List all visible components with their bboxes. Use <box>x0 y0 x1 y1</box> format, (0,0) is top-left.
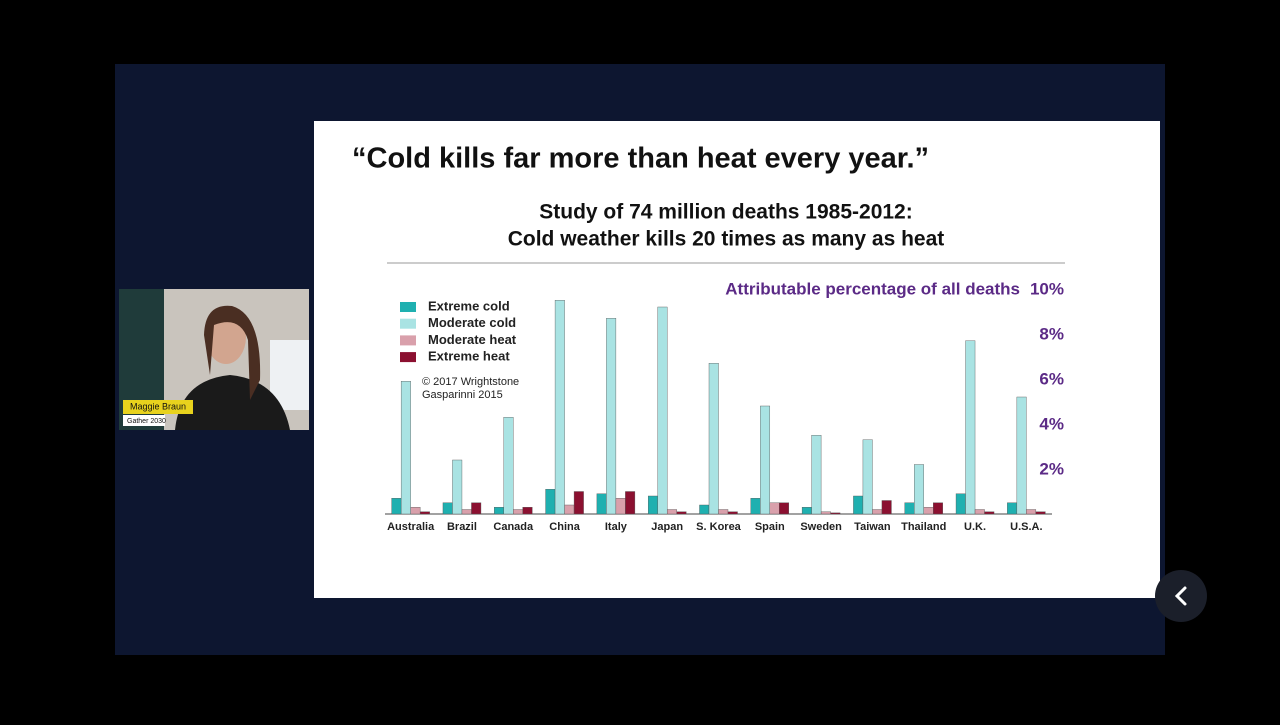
bar <box>545 489 556 515</box>
participant-org: Gather 2030 <box>127 418 166 425</box>
bar <box>452 459 463 515</box>
body <box>175 375 290 430</box>
legend-swatch <box>400 318 416 329</box>
bar <box>442 502 453 515</box>
legend-swatch <box>400 302 416 312</box>
bar <box>1035 511 1046 515</box>
bar <box>1026 509 1037 515</box>
legend-label: Extreme heat <box>428 349 510 364</box>
bar <box>471 502 482 515</box>
x-tick-label: China <box>549 521 580 533</box>
bar <box>596 493 607 515</box>
bar <box>914 464 924 515</box>
source: Gasparinni 2015 <box>422 389 503 401</box>
legend-label: Extreme cold <box>428 298 510 313</box>
chevron-icon <box>1174 586 1187 606</box>
bar <box>984 511 995 515</box>
bar <box>657 306 668 515</box>
button-circle[interactable] <box>1155 570 1207 622</box>
x-tick-label: Japan <box>651 521 683 533</box>
bar <box>666 509 677 515</box>
source: © 2017 Wrightstone <box>422 376 519 388</box>
x-tick-label: S. Korea <box>696 521 742 533</box>
bar <box>647 495 658 515</box>
y-tick-label: 8% <box>1039 324 1064 343</box>
y-tick-label: 2% <box>1039 459 1064 478</box>
bar <box>881 500 892 515</box>
bar <box>410 507 421 515</box>
bar <box>727 511 738 515</box>
x-tick-label: Australia <box>387 521 435 533</box>
bar <box>862 439 873 515</box>
bar <box>965 340 976 515</box>
legend-label: Moderate cold <box>428 315 516 330</box>
bar <box>750 498 761 515</box>
bar <box>494 507 504 515</box>
bar <box>872 509 883 515</box>
bar <box>676 511 687 515</box>
bar <box>615 498 626 515</box>
bar <box>503 417 514 515</box>
bar <box>400 381 411 515</box>
x-tick-label: Sweden <box>800 521 842 533</box>
bar <box>625 491 636 515</box>
x-tick-label: Spain <box>755 521 785 533</box>
x-tick-label: Brazil <box>447 521 477 533</box>
participant-video[interactable]: Maggie Braun Gather 2030 <box>119 289 309 430</box>
x-tick-label: Thailand <box>901 521 946 533</box>
chart-title: Study of 74 million deaths 1985-2012: <box>539 201 912 224</box>
bar <box>461 509 472 515</box>
y-axis-label: Attributable percentage of all deaths <box>725 279 1020 298</box>
bar <box>1016 396 1027 515</box>
bar <box>974 509 985 515</box>
x-tick-label: U.S.A. <box>1010 521 1042 533</box>
bar <box>513 509 523 515</box>
bar <box>933 502 943 515</box>
bar <box>820 511 831 515</box>
bar <box>904 502 915 515</box>
back-button[interactable] <box>1155 570 1207 622</box>
bar <box>564 504 575 515</box>
bar <box>699 504 710 515</box>
bar <box>573 491 584 515</box>
org-tag <box>123 415 165 426</box>
bar <box>760 405 771 515</box>
name-tag <box>123 400 193 414</box>
legend-swatch <box>400 335 416 346</box>
bar <box>718 509 729 515</box>
y-tick-label: 6% <box>1039 369 1064 388</box>
y-tick-label: 10% <box>1030 279 1064 298</box>
bar <box>923 507 934 515</box>
bar <box>811 435 822 515</box>
bar <box>830 512 841 515</box>
legend-swatch <box>400 352 416 363</box>
x-tick-label: Canada <box>493 521 534 533</box>
bar <box>554 300 565 515</box>
x-tick-label: Italy <box>605 521 628 533</box>
bar <box>391 498 402 515</box>
bar <box>1007 502 1018 515</box>
bar <box>419 511 430 515</box>
x-tick-label: U.K. <box>964 521 986 533</box>
bar <box>801 507 812 515</box>
x-tick-label: Taiwan <box>854 521 891 533</box>
participant-name: Maggie Braun <box>130 401 186 411</box>
bar <box>769 502 780 515</box>
bar <box>955 493 966 515</box>
hair <box>204 305 261 400</box>
bar <box>606 318 617 515</box>
chart-title: Cold weather kills 20 times as many as h… <box>508 228 945 251</box>
bar <box>708 363 719 515</box>
window <box>270 340 309 410</box>
slide-heading: “Cold kills far more than heat every yea… <box>352 143 929 175</box>
y-tick-label: 4% <box>1039 414 1064 433</box>
bar <box>779 502 790 515</box>
bar <box>853 495 864 515</box>
legend-label: Moderate heat <box>428 332 517 347</box>
slide <box>314 121 1160 598</box>
bar <box>522 507 533 515</box>
